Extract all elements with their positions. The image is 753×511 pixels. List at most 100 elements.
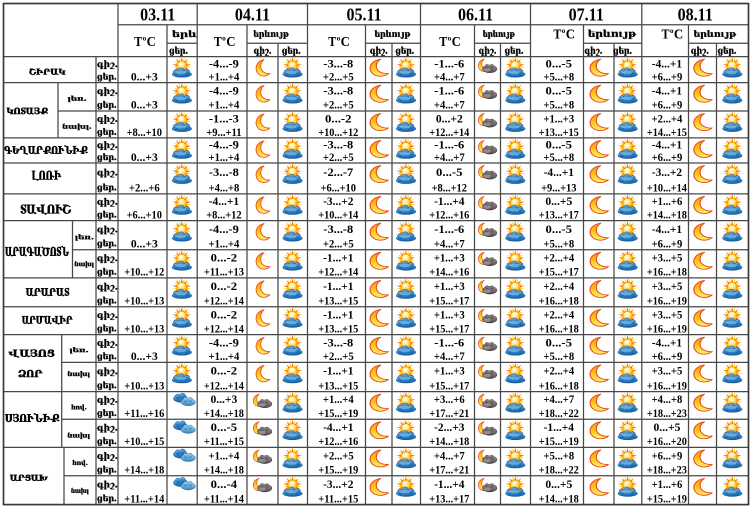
svg-text:+13...+17: +13...+17	[539, 209, 579, 221]
svg-text:+15...+17: +15...+17	[539, 267, 579, 279]
svg-text:-4...+1: -4...+1	[652, 86, 683, 98]
svg-text:+9...+13: +9...+13	[541, 182, 577, 194]
svg-text:0...+3: 0...+3	[131, 72, 158, 84]
svg-text:+15...+19: +15...+19	[539, 436, 579, 448]
svg-text:-1...+4: -1...+4	[544, 422, 575, 434]
svg-text:+2...+4: +2...+4	[543, 309, 574, 321]
svg-text:-2...-7: -2...-7	[323, 167, 353, 179]
svg-text:+11...+15: +11...+15	[318, 493, 358, 505]
svg-text:+13...+15: +13...+15	[539, 127, 579, 139]
svg-text:+6...+9: +6...+9	[652, 72, 683, 84]
svg-text:+18...+23: +18...+23	[647, 465, 687, 477]
svg-text:+1...+4: +1...+4	[209, 100, 240, 112]
svg-text:-4...+1: -4...+1	[652, 224, 683, 236]
svg-text:+4...+7: +4...+7	[434, 72, 465, 84]
svg-text:-1...-3: -1...-3	[209, 113, 239, 125]
svg-text:+15...+17: +15...+17	[429, 380, 469, 392]
svg-text:+16...+19: +16...+19	[647, 380, 687, 392]
svg-text:+17...+21: +17...+21	[429, 465, 469, 477]
svg-text:+13...+15: +13...+15	[318, 380, 358, 392]
svg-text:+14...+16: +14...+16	[429, 267, 469, 279]
svg-text:+4...+7: +4...+7	[434, 100, 465, 112]
svg-text:+3...+6: +3...+6	[434, 394, 465, 406]
svg-text:+5...+8: +5...+8	[543, 152, 574, 164]
svg-text:-1...-6: -1...-6	[434, 224, 464, 236]
svg-text:+8...+12: +8...+12	[206, 209, 242, 221]
svg-text:+12...+14: +12...+14	[204, 380, 244, 392]
svg-text:+5...+8: +5...+8	[543, 100, 574, 112]
svg-text:-4...+1: -4...+1	[652, 337, 683, 349]
svg-text:+1...+3: +1...+3	[543, 113, 574, 125]
svg-text:+14...+15: +14...+15	[647, 127, 687, 139]
svg-text:0...-5: 0...-5	[211, 422, 238, 434]
svg-text:+6...+9: +6...+9	[652, 450, 683, 462]
svg-text:+18...+22: +18...+22	[539, 465, 579, 477]
svg-text:04.11: 04.11	[235, 5, 270, 25]
svg-text:+12...+16: +12...+16	[318, 436, 358, 448]
svg-text:+14...+18: +14...+18	[539, 493, 579, 505]
svg-text:07.11: 07.11	[569, 5, 604, 25]
svg-text:+15...+17: +15...+17	[429, 295, 469, 307]
svg-text:0...-5: 0...-5	[546, 139, 573, 151]
svg-text:-2...+3: -2...+3	[434, 422, 465, 434]
svg-text:-4...-9: -4...-9	[209, 59, 239, 71]
svg-text:+4...+8: +4...+8	[209, 182, 240, 194]
svg-text:-4...-9: -4...-9	[209, 224, 239, 236]
svg-text:+2...+4: +2...+4	[543, 281, 574, 293]
svg-text:+1...+3: +1...+3	[434, 309, 465, 321]
svg-text:+2...+6: +2...+6	[129, 182, 160, 194]
svg-text:+4...+7: +4...+7	[434, 351, 465, 363]
svg-text:+5...+8: +5...+8	[543, 72, 574, 84]
svg-text:-1...-6: -1...-6	[434, 86, 464, 98]
svg-text:C: C	[226, 34, 235, 49]
svg-text:+13...+17: +13...+17	[429, 493, 469, 505]
svg-text:0...+5: 0...+5	[545, 196, 572, 208]
svg-text:+12...+14: +12...+14	[429, 127, 469, 139]
svg-text:0...+2: 0...+2	[436, 113, 463, 125]
svg-text:+16...+19: +16...+19	[647, 295, 687, 307]
svg-text:-1...+1: -1...+1	[323, 309, 354, 321]
svg-text:0...-5: 0...-5	[546, 224, 573, 236]
svg-text:+15...+19: +15...+19	[647, 493, 687, 505]
svg-text:05.11: 05.11	[347, 5, 382, 25]
svg-text:+15...+17: +15...+17	[429, 323, 469, 335]
svg-text:0...-2: 0...-2	[211, 309, 238, 321]
svg-text:+1...+4: +1...+4	[209, 72, 240, 84]
svg-text:C: C	[674, 27, 683, 42]
svg-text:+6...+9: +6...+9	[652, 152, 683, 164]
svg-text:C: C	[341, 34, 350, 49]
svg-text:+16...+18: +16...+18	[539, 323, 579, 335]
svg-text:+8...+10: +8...+10	[127, 127, 163, 139]
svg-text:-1...-6: -1...-6	[434, 139, 464, 151]
svg-text:T: T	[214, 34, 222, 49]
svg-text:+10...+13: +10...+13	[124, 323, 164, 335]
svg-text:+17...+21: +17...+21	[429, 408, 469, 420]
svg-text:0...-5: 0...-5	[546, 337, 573, 349]
svg-text:+10...+13: +10...+13	[124, 295, 164, 307]
svg-text:o: o	[670, 27, 674, 35]
svg-text:0...-2: 0...-2	[211, 281, 238, 293]
svg-text:+1...+3: +1...+3	[434, 253, 465, 265]
svg-text:+4...+8: +4...+8	[652, 394, 683, 406]
svg-text:+9...+11: +9...+11	[206, 127, 242, 139]
svg-text:-3...-8: -3...-8	[323, 224, 353, 236]
svg-text:-4...+1: -4...+1	[544, 167, 575, 179]
svg-text:+1...+3: +1...+3	[434, 281, 465, 293]
svg-text:-3...+2: -3...+2	[323, 479, 354, 491]
svg-text:0...+3: 0...+3	[131, 238, 158, 250]
svg-text:0...+5: 0...+5	[654, 422, 681, 434]
svg-text:+2...+4: +2...+4	[652, 113, 683, 125]
svg-text:+11...+14: +11...+14	[204, 493, 244, 505]
svg-text:0...-2: 0...-2	[325, 113, 352, 125]
svg-text:-4...-9: -4...-9	[209, 139, 239, 151]
svg-text:o: o	[448, 35, 452, 43]
svg-text:+2...+4: +2...+4	[543, 366, 574, 378]
svg-text:+12...+14: +12...+14	[204, 295, 244, 307]
svg-text:-3...+2: -3...+2	[323, 196, 354, 208]
svg-text:C: C	[566, 27, 575, 42]
svg-text:+1...+4: +1...+4	[209, 238, 240, 250]
svg-text:+6...+10: +6...+10	[127, 209, 163, 221]
svg-text:+10...+14: +10...+14	[318, 209, 358, 221]
svg-text:+10...+12: +10...+12	[124, 267, 164, 279]
svg-text:+18...+23: +18...+23	[647, 408, 687, 420]
